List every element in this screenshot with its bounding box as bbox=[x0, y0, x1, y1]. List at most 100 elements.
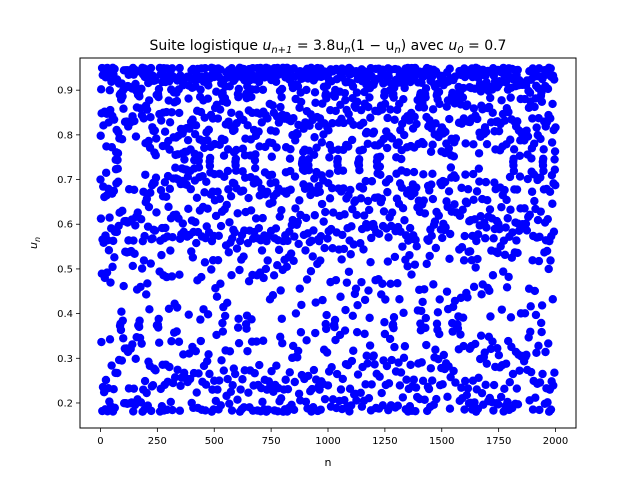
data-point bbox=[330, 315, 340, 325]
data-point bbox=[535, 405, 544, 415]
data-point bbox=[272, 361, 281, 370]
data-point bbox=[472, 187, 482, 196]
data-point bbox=[196, 315, 205, 324]
data-point bbox=[154, 338, 164, 347]
data-point bbox=[546, 114, 555, 123]
data-point bbox=[251, 214, 261, 223]
data-point bbox=[550, 368, 559, 377]
data-point bbox=[360, 295, 370, 305]
data-point bbox=[175, 63, 184, 73]
data-point bbox=[317, 138, 327, 147]
data-point bbox=[225, 218, 234, 227]
data-point bbox=[200, 63, 210, 73]
x-tick-label: 1750 bbox=[486, 436, 511, 447]
data-point bbox=[309, 150, 319, 159]
data-point bbox=[114, 221, 123, 231]
data-point bbox=[501, 359, 511, 368]
data-point bbox=[167, 64, 177, 73]
data-point bbox=[275, 212, 284, 221]
data-point bbox=[328, 119, 337, 128]
data-point bbox=[412, 119, 421, 129]
data-point bbox=[129, 236, 138, 245]
data-point bbox=[400, 216, 409, 225]
data-point bbox=[286, 185, 295, 194]
data-point bbox=[202, 177, 211, 187]
data-point bbox=[528, 405, 538, 414]
data-point bbox=[419, 103, 429, 112]
data-point bbox=[258, 336, 268, 345]
data-point bbox=[150, 226, 160, 235]
data-point bbox=[282, 262, 292, 272]
data-point bbox=[145, 305, 154, 314]
data-point bbox=[331, 275, 341, 285]
data-point bbox=[400, 83, 409, 93]
data-point bbox=[377, 388, 386, 398]
data-point bbox=[546, 256, 555, 265]
data-point bbox=[432, 319, 442, 328]
data-point bbox=[488, 271, 498, 280]
data-point bbox=[537, 301, 547, 310]
data-point bbox=[297, 300, 306, 310]
data-point bbox=[451, 378, 460, 387]
data-point bbox=[344, 109, 353, 119]
data-point bbox=[204, 350, 213, 359]
data-point bbox=[178, 219, 188, 228]
x-tick-label: 250 bbox=[148, 436, 167, 447]
data-point bbox=[233, 209, 242, 218]
data-point bbox=[176, 381, 185, 391]
data-point bbox=[383, 257, 393, 266]
data-point bbox=[357, 277, 366, 287]
data-point bbox=[340, 88, 350, 98]
data-point bbox=[535, 378, 545, 387]
data-point bbox=[390, 252, 400, 262]
data-point bbox=[102, 268, 112, 277]
data-point bbox=[486, 312, 495, 321]
data-point bbox=[130, 249, 139, 258]
data-point bbox=[216, 279, 225, 288]
data-point bbox=[445, 64, 454, 73]
data-point bbox=[323, 381, 333, 390]
data-point bbox=[488, 337, 497, 346]
data-point bbox=[104, 246, 114, 255]
x-axis-label: n bbox=[325, 456, 332, 469]
x-tick-label: 500 bbox=[205, 436, 224, 447]
data-point bbox=[445, 114, 454, 124]
data-point bbox=[318, 295, 327, 305]
data-point bbox=[435, 99, 444, 109]
data-point bbox=[316, 256, 325, 265]
data-point bbox=[141, 170, 150, 179]
data-point bbox=[286, 166, 295, 176]
data-point bbox=[410, 260, 420, 269]
data-point bbox=[212, 87, 221, 96]
data-point bbox=[387, 208, 397, 217]
data-point bbox=[536, 173, 545, 182]
data-point bbox=[197, 272, 206, 282]
data-point bbox=[291, 204, 300, 213]
data-point bbox=[109, 236, 118, 246]
data-point bbox=[521, 219, 531, 228]
data-point bbox=[96, 131, 105, 140]
y-tick-label: 0.6 bbox=[57, 220, 73, 231]
data-point bbox=[348, 205, 357, 214]
data-point bbox=[211, 211, 221, 221]
data-point bbox=[302, 85, 311, 95]
data-point bbox=[312, 143, 321, 152]
data-points bbox=[96, 63, 560, 416]
data-point bbox=[379, 207, 389, 216]
data-point bbox=[417, 358, 426, 367]
data-point bbox=[268, 198, 277, 207]
data-point bbox=[530, 196, 539, 206]
data-point bbox=[456, 293, 466, 303]
data-point bbox=[338, 230, 347, 240]
data-point bbox=[493, 344, 502, 353]
data-point bbox=[154, 92, 163, 102]
data-point bbox=[191, 218, 200, 227]
y-tick-label: 0.9 bbox=[57, 86, 73, 97]
data-point bbox=[276, 394, 286, 403]
data-point bbox=[222, 98, 232, 107]
data-point bbox=[327, 183, 337, 193]
data-point bbox=[435, 329, 444, 339]
data-point bbox=[504, 107, 513, 117]
data-point bbox=[268, 101, 277, 110]
data-point bbox=[232, 145, 241, 155]
